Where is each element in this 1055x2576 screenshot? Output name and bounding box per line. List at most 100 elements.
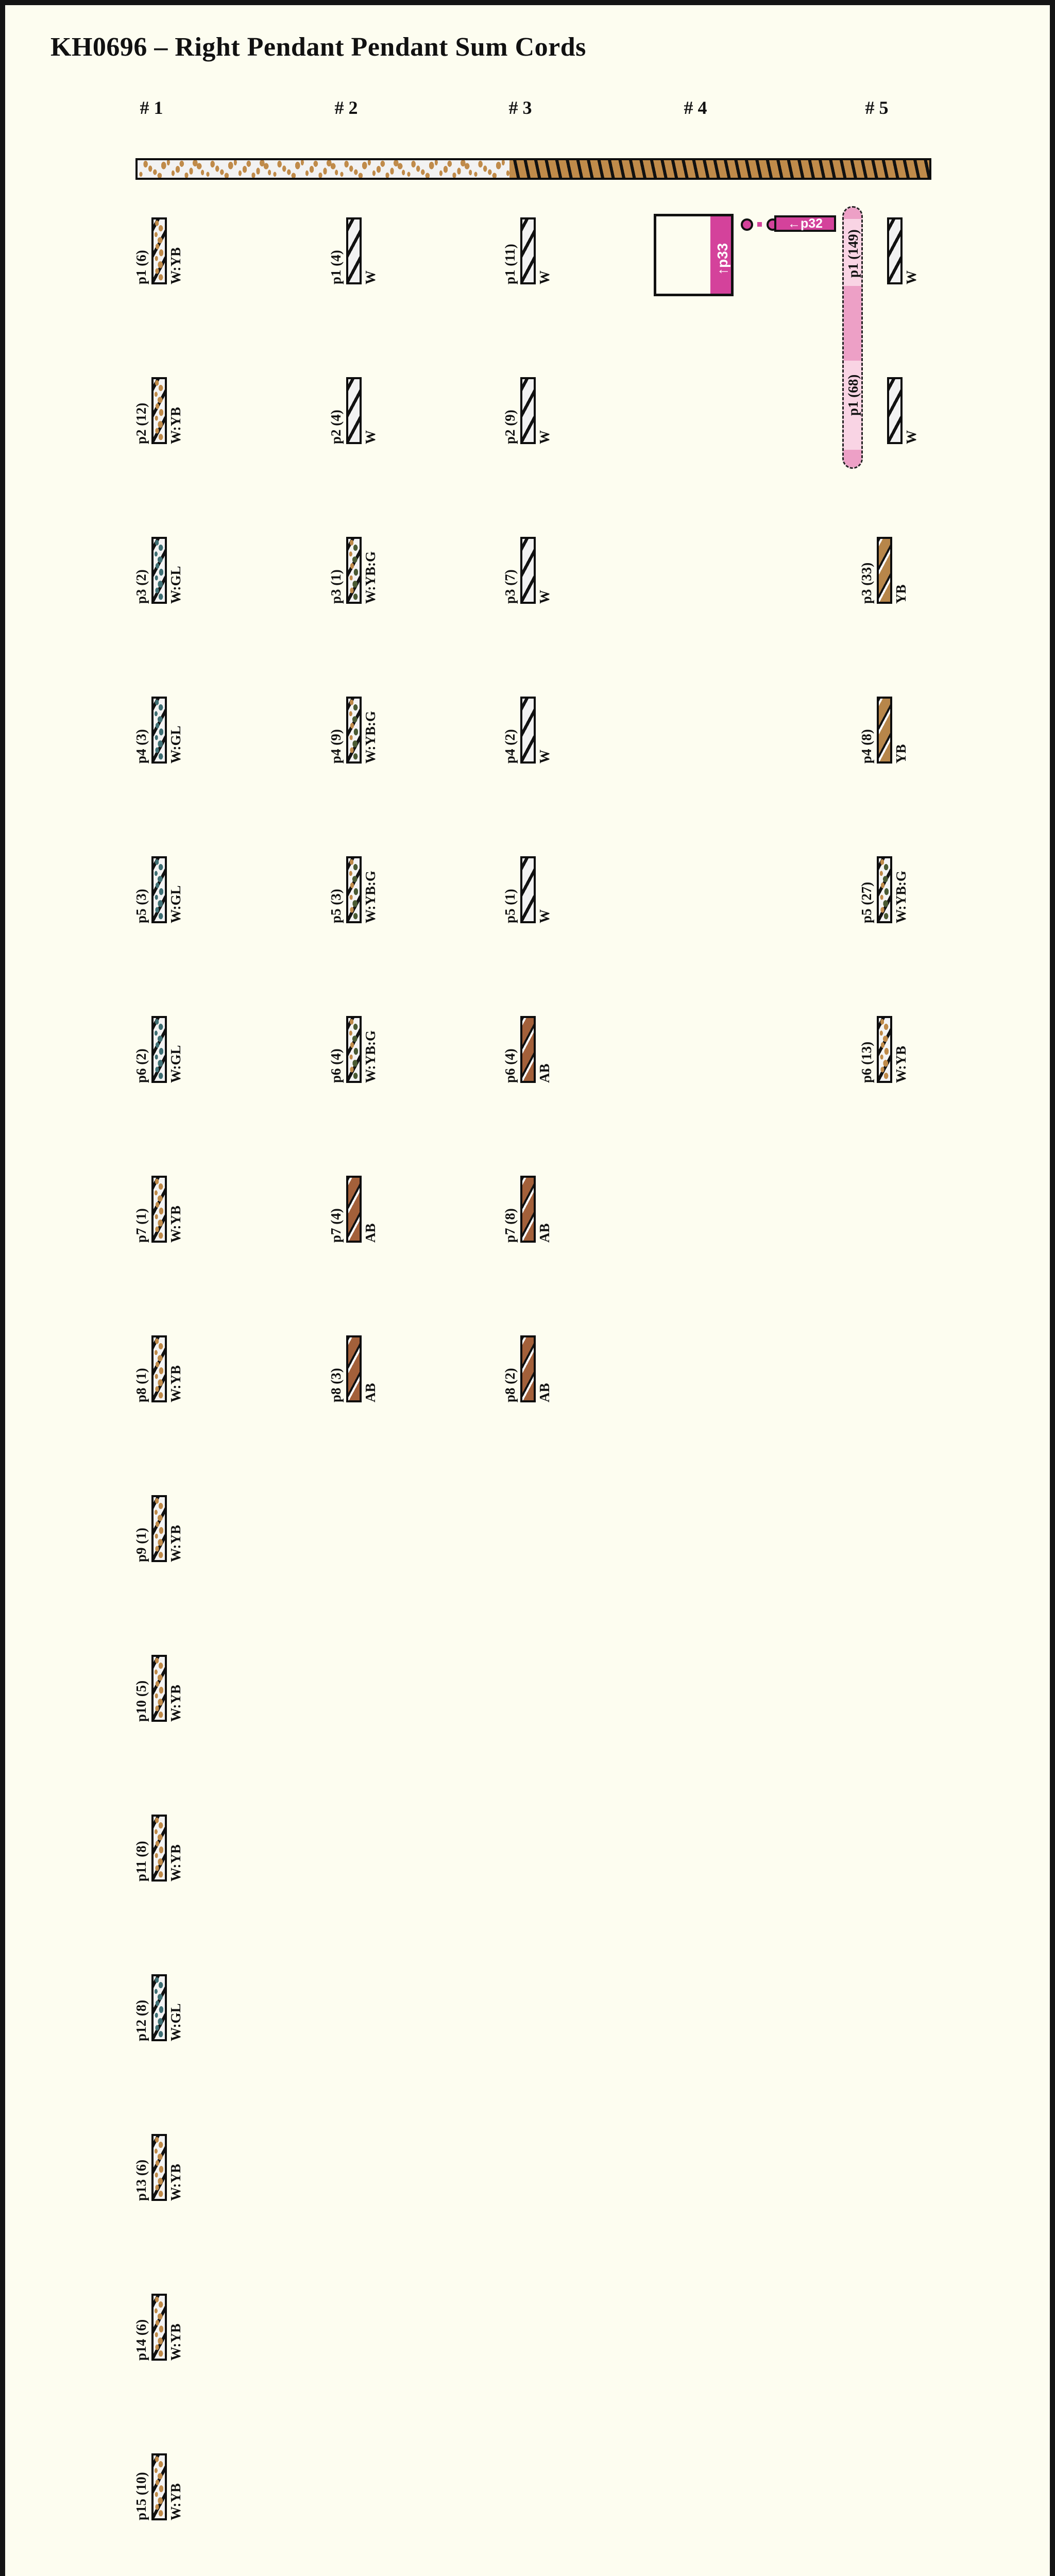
cord-bar[interactable] [151, 1974, 167, 2041]
cord-bar[interactable] [151, 1335, 167, 1402]
cord-bar[interactable] [151, 1176, 167, 1243]
cord-bar[interactable] [151, 1655, 167, 1722]
cord-bar[interactable] [151, 1016, 167, 1083]
cord-color-label: W:YB [168, 406, 183, 444]
cord-group-c3-r6[interactable]: p6 (4) AB [502, 1016, 552, 1083]
cord-bar[interactable] [520, 1016, 536, 1083]
cord-group-c5-r5[interactable]: p5 (27) W:YB:G [859, 856, 909, 923]
cord-group-c1-r6[interactable]: p6 (2) W:GL [133, 1016, 183, 1083]
cord-color-label: W:YB [168, 2323, 183, 2361]
cord-id-label: p4 (2) [502, 729, 518, 764]
cord-color-label: YB [893, 744, 909, 764]
cord-id-label: p2 (4) [328, 410, 344, 444]
cord-bar[interactable] [887, 377, 903, 444]
cord-group-c5-r3[interactable]: p3 (33) YB [859, 537, 909, 604]
cord-bar[interactable] [877, 697, 892, 764]
cord-group-c3-r8[interactable]: p8 (2) AB [502, 1335, 552, 1402]
cord-bar[interactable] [520, 537, 536, 604]
cord-color-label: W:YB:G [893, 870, 909, 923]
cord-color-label: W [537, 750, 552, 764]
p33-link-band[interactable]: ↑p33 [710, 216, 731, 294]
cord-group-c2-r7[interactable]: p7 (4) AB [328, 1176, 378, 1243]
cord-bar[interactable] [346, 697, 362, 764]
cord-group-c1-r2[interactable]: p2 (12) W:YB [133, 377, 183, 444]
cord-color-label: W:YB:G [363, 1030, 378, 1083]
cord-group-c1-r1[interactable]: p1 (6) W:YB [133, 217, 183, 284]
cord-id-label: p7 (1) [133, 1208, 149, 1243]
cord-bar[interactable] [520, 377, 536, 444]
cord-group-c1-r15[interactable]: p15 (10) W:YB [133, 2453, 183, 2520]
cord-id-label: p3 (2) [133, 569, 149, 604]
cord-bar[interactable] [877, 856, 892, 923]
cord-group-c3-r2[interactable]: p2 (9) W [502, 377, 552, 444]
cord-group-c5-r1[interactable]: p1 (68)W [887, 217, 919, 284]
cord-bar[interactable] [151, 217, 167, 284]
cord-group-c3-r4[interactable]: p4 (2) W [502, 697, 552, 764]
cord-color-label: W [537, 590, 552, 604]
cord-group-c3-r7[interactable]: p7 (8) AB [502, 1176, 552, 1243]
cord-bar[interactable] [346, 1335, 362, 1402]
cord-id-label: p8 (3) [328, 1368, 344, 1402]
cord-group-c1-r11[interactable]: p11 (8) W:YB [133, 1815, 183, 1882]
cord-bar[interactable] [520, 1335, 536, 1402]
cord-group-c2-r4[interactable]: p4 (9) W:YB:G [328, 697, 378, 764]
cord-group-c2-r1[interactable]: p1 (4) W [328, 217, 378, 284]
cord-bar[interactable] [151, 377, 167, 444]
cord-group-c1-r3[interactable]: p3 (2) W:GL [133, 537, 183, 604]
cord-id-label: p10 (5) [133, 1680, 149, 1722]
cord-id-label: p6 (4) [502, 1048, 518, 1083]
cord-bar[interactable] [520, 856, 536, 923]
cord-bar[interactable] [151, 2134, 167, 2201]
cord-group-c1-r5[interactable]: p5 (3) W:GL [133, 856, 183, 923]
cord-bar[interactable] [520, 217, 536, 284]
cord-bar[interactable] [520, 697, 536, 764]
cord-bar[interactable] [346, 377, 362, 444]
cord-bar[interactable] [346, 537, 362, 604]
cord-group-c1-r7[interactable]: p7 (1) W:YB [133, 1176, 183, 1243]
cord-bar[interactable] [151, 697, 167, 764]
cord-color-label: W:YB [168, 1524, 183, 1562]
cord-group-c5-r2[interactable]: p2 (81)W [887, 377, 919, 444]
cord-group-c2-r3[interactable]: p3 (1) W:YB:G [328, 537, 378, 604]
cord-group-c5-r4[interactable]: p4 (8) YB [859, 697, 909, 764]
cord-bar[interactable] [151, 856, 167, 923]
cord-group-c1-r8[interactable]: p8 (1) W:YB [133, 1335, 183, 1402]
cord-color-label: AB [363, 1223, 378, 1243]
cord-group-c2-r2[interactable]: p2 (4) W [328, 377, 378, 444]
cord-bar[interactable] [151, 2294, 167, 2361]
cord-bar[interactable] [151, 1495, 167, 1562]
cord-group-c3-r5[interactable]: p5 (1) W [502, 856, 552, 923]
cord-group-c1-r12[interactable]: p12 (8) W:GL [133, 1974, 183, 2041]
cord-group-c1-r4[interactable]: p4 (3) W:GL [133, 697, 183, 764]
cord-bar[interactable] [877, 537, 892, 604]
cord-bar[interactable] [887, 217, 903, 284]
cord-bar[interactable] [151, 537, 167, 604]
column-header-1: # 1 [140, 97, 163, 118]
cord-id-label: p1 (6) [133, 250, 149, 284]
cord-group-c3-r1[interactable]: p1 (11) W [502, 217, 552, 284]
column-header-4: # 4 [684, 97, 707, 118]
cord-group-c1-r10[interactable]: p10 (5) W:YB [133, 1655, 183, 1722]
cord-group-c1-r9[interactable]: p9 (1) W:YB [133, 1495, 183, 1562]
cord-color-label: W:YB [168, 247, 183, 284]
cord-group-c2-r8[interactable]: p8 (3) AB [328, 1335, 378, 1402]
pink-highlight-bracket: p1 (149) p1 (68) [842, 206, 863, 469]
cord-bar[interactable] [151, 1815, 167, 1882]
cord-group-c2-r6[interactable]: p6 (4) W:YB:G [328, 1016, 378, 1083]
cord-bar[interactable] [346, 1176, 362, 1243]
sum-cord-highlight-box[interactable]: ↑p33 [654, 214, 734, 296]
cord-bar[interactable] [346, 1016, 362, 1083]
cord-group-c3-r3[interactable]: p3 (7) W [502, 537, 552, 604]
p32-link-button[interactable]: ←p32 [774, 215, 836, 232]
cord-color-label: W [363, 270, 378, 284]
cord-bar[interactable] [877, 1016, 892, 1083]
cord-group-c1-r14[interactable]: p14 (6) W:YB [133, 2294, 183, 2361]
cord-group-c1-r13[interactable]: p13 (6) W:YB [133, 2134, 183, 2201]
cord-bar[interactable] [346, 217, 362, 284]
cord-group-c5-r6[interactable]: p6 (13) W:YB [859, 1016, 909, 1083]
cord-bar[interactable] [346, 856, 362, 923]
cord-bar[interactable] [151, 2453, 167, 2520]
cord-group-c2-r5[interactable]: p5 (3) W:YB:G [328, 856, 378, 923]
cord-bar[interactable] [520, 1176, 536, 1243]
cord-id-label: p15 (10) [133, 2472, 149, 2520]
